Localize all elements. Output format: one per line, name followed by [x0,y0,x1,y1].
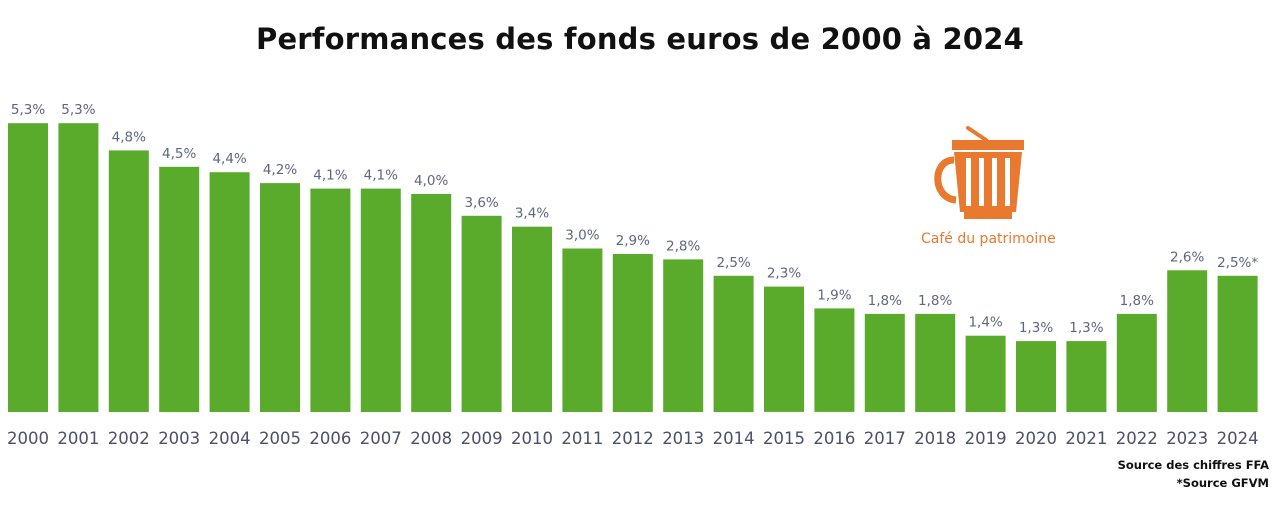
value-label-2013: 2,8% [666,238,700,254]
bar-2009 [461,215,502,412]
cup-icon [934,126,1024,219]
bar-2022 [1116,313,1157,412]
bar-2010 [512,226,552,412]
value-label-2003: 4,5% [162,146,196,162]
value-label-2021: 1,3% [1069,320,1103,336]
value-label-2015: 2,3% [767,266,801,282]
x-tick-label-2013: 2013 [662,429,704,448]
value-label-2012: 2,9% [616,233,650,249]
x-tick-label-2014: 2014 [713,429,755,448]
bar-2011 [562,248,603,412]
bar-2004 [209,172,250,412]
x-tick-label-2024: 2024 [1217,429,1259,448]
x-tick-label-2021: 2021 [1065,429,1107,448]
source-ffa: Source des chiffres FFA [1117,458,1269,472]
x-tick-label-2007: 2007 [360,429,402,448]
x-tick-label-2002: 2002 [108,429,150,448]
x-axis-labels: 2000 2001 2002 2003 2004 2005 2006 2007 2008 2009… [7,429,1259,448]
bar-2017 [864,313,905,412]
x-tick-label-2012: 2012 [612,429,654,448]
value-label-2016: 1,9% [817,287,851,303]
bar-2001 [58,123,99,412]
x-tick-label-2022: 2022 [1116,429,1158,448]
value-label-2007: 4,1% [364,168,398,184]
value-label-2000: 5,3% [11,102,45,118]
x-tick-label-2003: 2003 [158,429,200,448]
value-labels-group: 5,3% 5,3% 4,8% 4,5% 4,4% 4,2% 4,1% 4,1% 4,0% 3,6%… [11,102,1259,336]
bar-2019 [965,335,1006,412]
value-label-2020: 1,3% [1019,320,1053,336]
value-label-2009: 3,6% [464,195,498,211]
logo-text: Café du patrimoine [921,231,1056,247]
x-tick-label-2004: 2004 [209,429,251,448]
bar-2002 [108,150,149,412]
value-label-2024: 2,5%* [1217,255,1258,271]
x-tick-label-2020: 2020 [1015,429,1057,448]
x-tick-label-2023: 2023 [1166,429,1208,448]
x-tick-label-2000: 2000 [7,429,49,448]
x-tick-label-2006: 2006 [309,429,351,448]
value-label-2014: 2,5% [716,255,750,271]
x-tick-label-2008: 2008 [410,429,452,448]
value-label-2002: 4,8% [112,129,146,145]
value-label-2005: 4,2% [263,162,297,178]
bar-2006 [310,188,351,412]
x-tick-label-2001: 2001 [57,429,99,448]
x-tick-label-2010: 2010 [511,429,553,448]
value-label-2017: 1,8% [868,293,902,309]
bar-2000 [8,123,48,412]
x-tick-label-2009: 2009 [461,429,503,448]
x-tick-label-2016: 2016 [813,429,855,448]
bar-2013 [663,259,704,412]
bar-2024 [1217,275,1258,413]
bar-2007 [360,188,401,412]
chart-title: Performances des fonds euros de 2000 à 2… [255,22,1024,56]
value-label-2008: 4,0% [414,173,448,189]
x-tick-label-2018: 2018 [914,429,956,448]
bar-2014 [713,275,754,413]
bar-2003 [159,166,200,413]
bar-2016 [814,308,855,412]
x-tick-label-2011: 2011 [561,429,603,448]
source-gfvm: *Source GFVM [1176,476,1269,490]
value-label-2023: 2,6% [1170,249,1204,265]
x-tick-label-2019: 2019 [965,429,1007,448]
value-label-2001: 5,3% [61,102,95,118]
bar-2021 [1066,341,1107,412]
bar-2020 [1016,341,1056,412]
bar-2005 [260,183,300,412]
value-label-2004: 4,4% [212,151,246,167]
x-tick-label-2005: 2005 [259,429,301,448]
bar-2018 [915,313,956,412]
value-label-2006: 4,1% [313,168,347,184]
x-tick-label-2015: 2015 [763,429,805,448]
value-label-2022: 1,8% [1120,293,1154,309]
value-label-2010: 3,4% [515,206,549,222]
x-tick-label-2017: 2017 [864,429,906,448]
value-label-2011: 3,0% [565,228,599,244]
value-label-2018: 1,8% [918,293,952,309]
bar-2023 [1167,270,1208,412]
bars-group [8,123,1258,413]
bar-2008 [411,194,452,412]
bar-2015 [764,286,804,412]
bar-2012 [612,254,653,412]
value-label-2019: 1,4% [968,315,1002,331]
